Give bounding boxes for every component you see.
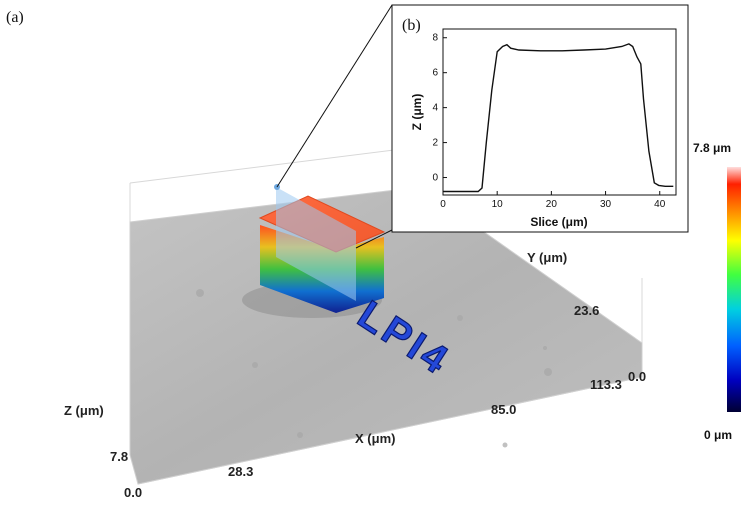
inset-y-tick-label: 6 bbox=[432, 68, 438, 79]
colorbar-min-label: 0 μm bbox=[704, 428, 732, 442]
inset-x-label: Slice (μm) bbox=[530, 215, 587, 229]
inset-x-tick-label: 0 bbox=[440, 199, 446, 210]
y-axis-label: Y (μm) bbox=[527, 250, 567, 265]
colorbar-max-label: 7.8 μm bbox=[693, 141, 731, 155]
x-tick-2: 85.0 bbox=[491, 402, 516, 417]
y-tick-1: 23.6 bbox=[574, 303, 599, 318]
panel-b-label: (b) bbox=[402, 17, 421, 34]
inset-frame bbox=[391, 4, 689, 233]
x-tick-3: 113.3 bbox=[590, 377, 622, 392]
inset-x-tick-label: 20 bbox=[546, 199, 558, 210]
floor-speckles bbox=[196, 289, 552, 448]
z-axis-label: Z (μm) bbox=[64, 403, 104, 418]
inset-connector bbox=[276, 4, 393, 249]
inset-y-tick-label: 0 bbox=[432, 173, 438, 184]
inset-y-tick-label: 4 bbox=[432, 103, 438, 114]
inset-ticks: 0 10 20 30 40 0 2 4 6 8 bbox=[432, 33, 665, 210]
inset-panel: (b) 0 10 20 30 40 0 2 4 6 8 Slice (μm) Z (μm) bbox=[391, 4, 689, 233]
z-tick-bottom: 0.0 bbox=[124, 485, 142, 500]
colorbar bbox=[727, 167, 741, 412]
y-tick-2: 0.0 bbox=[628, 369, 646, 384]
x-axis-label: X (μm) bbox=[355, 431, 395, 446]
z-tick-top: 7.8 bbox=[110, 449, 128, 464]
profile-line bbox=[443, 43, 674, 193]
inset-y-tick-label: 2 bbox=[432, 138, 438, 149]
inset-x-tick-label: 30 bbox=[600, 199, 612, 210]
inset-y-tick-label: 8 bbox=[432, 33, 438, 44]
slice-plane bbox=[276, 187, 356, 301]
x-tick-1: 28.3 bbox=[228, 464, 253, 479]
inset-x-tick-label: 10 bbox=[492, 199, 504, 210]
inset-y-label: Z (μm) bbox=[410, 94, 424, 131]
inset-x-tick-label: 40 bbox=[654, 199, 666, 210]
inset-plot-area bbox=[442, 28, 677, 196]
panel-a-label: (a) bbox=[6, 9, 24, 26]
